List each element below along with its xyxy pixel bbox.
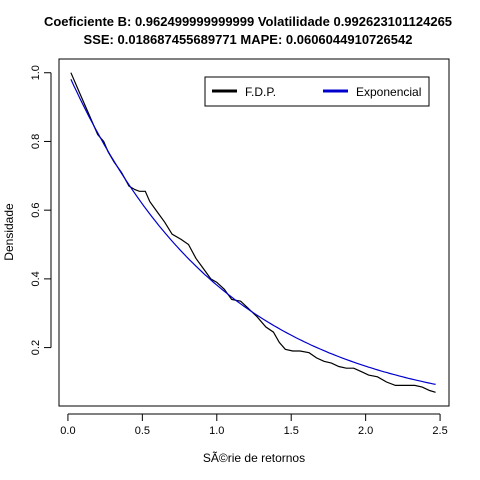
x-tick-label: 0.5: [135, 425, 150, 437]
x-tick-label: 1.5: [284, 425, 299, 437]
series-layer: [70, 72, 436, 393]
chart-title: Coeficiente B: 0.962499999999999 Volatil…: [44, 14, 452, 29]
y-tick-label: 0.4: [30, 271, 42, 286]
legend-label-exponencial: Exponencial: [356, 85, 421, 99]
y-tick-label: 0.6: [30, 203, 42, 218]
x-tick-label: 2.5: [432, 425, 447, 437]
y-tick-label: 0.2: [30, 340, 42, 355]
legend-box: [204, 76, 430, 107]
chart-subtitle: SSE: 0.018687455689771 MAPE: 0.060604491…: [84, 32, 413, 47]
legend-label-fdp: F.D.P.: [245, 85, 276, 99]
y-tick-label: 1.0: [30, 65, 42, 80]
legend: F.D.P. Exponencial: [204, 76, 430, 107]
series-fdp-line: [70, 72, 436, 393]
y-tick-label: 0.8: [30, 134, 42, 149]
series-exponencial-line: [70, 79, 436, 385]
x-axis-label: SÃ©rie de retornos: [203, 451, 305, 465]
y-axis-label: Densidade: [2, 203, 16, 261]
x-axis: 0.0 0.5 1.0 1.5 2.0 2.5: [60, 413, 448, 437]
x-tick-label: 1.0: [209, 425, 224, 437]
y-axis: 0.2 0.4 0.6 0.8 1.0: [30, 65, 52, 355]
x-tick-label: 0.0: [60, 425, 75, 437]
x-tick-label: 2.0: [358, 425, 373, 437]
plot-frame: [58, 58, 450, 407]
